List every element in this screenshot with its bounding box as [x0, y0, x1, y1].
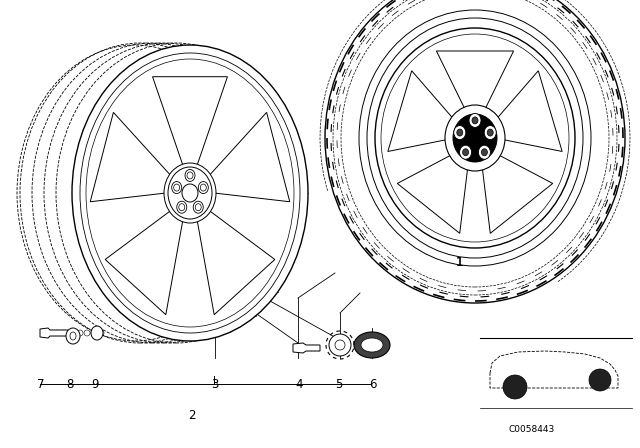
Ellipse shape — [481, 149, 488, 156]
Ellipse shape — [503, 375, 527, 399]
Text: 9: 9 — [91, 378, 99, 391]
Ellipse shape — [187, 172, 193, 179]
Text: 1: 1 — [456, 255, 463, 269]
Text: C0058443: C0058443 — [508, 425, 554, 434]
Ellipse shape — [168, 167, 212, 219]
Ellipse shape — [484, 125, 496, 140]
Text: 3: 3 — [211, 378, 218, 391]
Ellipse shape — [193, 201, 204, 213]
Text: 5: 5 — [335, 378, 343, 391]
Ellipse shape — [325, 0, 625, 303]
Polygon shape — [90, 112, 171, 202]
Text: 8: 8 — [67, 378, 74, 391]
Polygon shape — [388, 71, 455, 151]
Ellipse shape — [472, 117, 478, 124]
Ellipse shape — [164, 163, 216, 223]
Text: 1: 1 — [456, 255, 463, 269]
Ellipse shape — [91, 326, 103, 340]
Polygon shape — [152, 77, 227, 164]
Polygon shape — [495, 71, 562, 151]
Ellipse shape — [185, 169, 195, 181]
Ellipse shape — [487, 129, 493, 136]
Ellipse shape — [469, 113, 481, 127]
Ellipse shape — [479, 145, 490, 159]
Ellipse shape — [177, 201, 187, 213]
Ellipse shape — [589, 369, 611, 391]
Polygon shape — [293, 343, 320, 353]
Ellipse shape — [198, 181, 208, 194]
Text: 7: 7 — [36, 378, 44, 391]
Ellipse shape — [72, 45, 308, 341]
Ellipse shape — [179, 204, 185, 211]
Ellipse shape — [173, 184, 180, 191]
Polygon shape — [105, 211, 182, 314]
Polygon shape — [482, 153, 553, 233]
Ellipse shape — [460, 145, 472, 159]
Ellipse shape — [200, 184, 206, 191]
Ellipse shape — [375, 28, 575, 248]
Ellipse shape — [182, 184, 198, 202]
Ellipse shape — [335, 340, 345, 350]
Ellipse shape — [457, 129, 463, 136]
Ellipse shape — [354, 332, 390, 358]
Text: 4: 4 — [296, 378, 303, 391]
Polygon shape — [209, 112, 290, 202]
Ellipse shape — [66, 328, 80, 344]
Polygon shape — [436, 51, 513, 112]
Ellipse shape — [367, 18, 583, 258]
Ellipse shape — [463, 149, 468, 156]
Ellipse shape — [445, 105, 505, 171]
Polygon shape — [197, 211, 275, 314]
Ellipse shape — [195, 204, 201, 211]
Ellipse shape — [172, 181, 182, 194]
Polygon shape — [397, 153, 468, 233]
Ellipse shape — [329, 334, 351, 356]
Ellipse shape — [361, 338, 383, 352]
Text: 2: 2 — [188, 409, 196, 422]
Ellipse shape — [453, 114, 497, 162]
Ellipse shape — [454, 125, 466, 140]
Polygon shape — [40, 328, 68, 338]
Text: 6: 6 — [369, 378, 376, 391]
